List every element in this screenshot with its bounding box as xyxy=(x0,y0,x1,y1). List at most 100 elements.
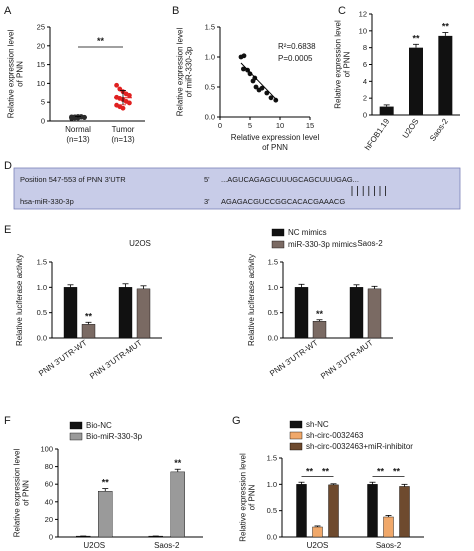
bar xyxy=(367,288,382,339)
legend-entry: sh-NC xyxy=(306,420,329,429)
x-category-label: Saos-2 xyxy=(154,541,180,550)
x-category-label: PNN 3'UTR-WT xyxy=(268,338,320,378)
bar xyxy=(383,516,394,538)
bar xyxy=(409,47,423,115)
bar xyxy=(367,484,378,538)
x-category-label: U2OS xyxy=(401,117,421,140)
y-tick-label: 15 xyxy=(37,60,45,69)
panel-e-cell-title: Saos-2 xyxy=(357,239,383,248)
y-tick-label: 0 xyxy=(363,111,367,120)
y-tick-label: 20 xyxy=(37,41,45,50)
bar xyxy=(399,486,410,538)
x-category-label: U2OS xyxy=(83,541,105,550)
y-tick-label: 0.0 xyxy=(267,533,277,542)
bar xyxy=(379,106,394,115)
data-point xyxy=(273,97,279,103)
y-tick-label: 1.5 xyxy=(268,258,278,267)
panel-a-y-label: Relative expression levelof PNN xyxy=(7,30,25,119)
x-category-label: U2OS xyxy=(307,541,329,550)
y-tick-label: 4 xyxy=(363,77,367,86)
panel-label-d: D xyxy=(4,160,12,172)
y-tick-label: 8 xyxy=(363,43,367,52)
x-category-label: hFOB1.19 xyxy=(363,117,392,152)
x-category-label: Tumor (n=13) xyxy=(111,125,135,144)
panel-label-g: G xyxy=(232,415,241,427)
x-tick-label: 10 xyxy=(276,121,284,130)
y-tick-label: 25 xyxy=(37,23,45,32)
correlation-stat: R²=0.6838 xyxy=(278,42,316,51)
y-tick-label: 60 xyxy=(45,480,53,489)
y-tick-label: 1.0 xyxy=(268,283,278,292)
x-tick-label: 0 xyxy=(218,121,222,130)
x-tick-label: 5 xyxy=(248,121,252,130)
legend-swatch xyxy=(271,228,285,237)
y-tick-label: 1.0 xyxy=(37,283,47,292)
x-tick-label: 15 xyxy=(306,121,314,130)
legend-entry: Bio-NC xyxy=(86,421,112,430)
y-tick-label: 2 xyxy=(363,94,367,103)
significance-marker: ** xyxy=(174,458,182,468)
panel-label-c: C xyxy=(338,5,346,17)
legend-entry: Bio-miR-330-3p xyxy=(86,432,143,441)
x-category-label: PNN 3'UTR-MUT xyxy=(319,338,375,381)
significance-marker: ** xyxy=(377,466,385,476)
bar xyxy=(63,287,78,339)
y-tick-label: 0 xyxy=(41,117,45,126)
x-category-label: PNN 3'UTR-MUT xyxy=(88,338,144,381)
panel-b-x-label: Relative expression level of PNN xyxy=(231,133,320,152)
pnn-utr-position: Position 547-553 of PNN 3'UTR xyxy=(20,175,126,184)
x-category-label: Saos-2 xyxy=(428,117,450,143)
y-tick-label: 20 xyxy=(45,515,53,524)
data-point xyxy=(126,93,132,98)
data-point xyxy=(241,53,247,59)
significance-marker: ** xyxy=(442,22,450,32)
correlation-stat: P=0.0005 xyxy=(278,54,313,63)
y-tick-label: 1.5 xyxy=(205,23,215,32)
panel-g-y-label: Relative expression levelof PNN xyxy=(239,453,257,542)
y-tick-label: 0.5 xyxy=(267,506,277,515)
data-point xyxy=(114,82,119,88)
three-prime-label: 3' xyxy=(204,197,210,206)
panel-c-y-label: Relative expression levelof PNN xyxy=(334,20,352,109)
legend-swatch xyxy=(69,432,83,441)
data-point xyxy=(126,100,132,106)
legend-swatch xyxy=(69,421,83,430)
significance-marker: ** xyxy=(412,33,420,43)
panel-label-b: B xyxy=(172,5,179,17)
y-tick-label: 0.5 xyxy=(205,83,215,92)
y-tick-label: 1.0 xyxy=(205,53,215,62)
legend-swatch xyxy=(289,442,303,451)
significance-marker: ** xyxy=(306,466,314,476)
five-prime-label: 5' xyxy=(204,175,210,184)
bar xyxy=(312,321,327,339)
significance-marker: ** xyxy=(85,311,93,321)
pnn-utr-sequence: ...AGUCAGAGCUUUGCAGCUUUGAG... xyxy=(221,175,359,184)
panel-f-y-label: Relative expression levelof PNN xyxy=(13,449,31,538)
y-tick-label: 0.0 xyxy=(205,113,215,122)
bar xyxy=(294,287,309,339)
legend-entry: miR-330-3p mimics xyxy=(288,240,357,249)
panel-d-sequence: Position 547-553 of PNN 3'UTR 5' ...AGUC… xyxy=(13,167,461,210)
panel-label-e: E xyxy=(4,224,11,236)
luciferase-y-label: Relative luciferase activity xyxy=(15,254,24,346)
bar xyxy=(296,484,307,538)
bar xyxy=(170,471,185,538)
data-point xyxy=(253,84,259,90)
x-category-label: Normal (n=13) xyxy=(65,125,91,144)
data-point xyxy=(241,66,246,72)
x-category-label: PNN 3'UTR-WT xyxy=(37,338,89,378)
legend-swatch xyxy=(289,420,303,429)
legend-swatch xyxy=(289,431,303,440)
bar xyxy=(136,288,151,339)
data-point xyxy=(264,90,270,96)
bar xyxy=(328,484,339,538)
y-tick-label: 10 xyxy=(37,79,45,88)
panel-e-cell-title: U2OS xyxy=(129,239,151,248)
bar xyxy=(312,526,323,538)
y-tick-label: 100 xyxy=(40,445,53,454)
legend-swatch xyxy=(271,240,285,249)
luciferase-y-label: Relative luciferase activity xyxy=(247,254,256,346)
y-tick-label: 1.0 xyxy=(267,480,277,489)
significance-marker: ** xyxy=(393,466,401,476)
